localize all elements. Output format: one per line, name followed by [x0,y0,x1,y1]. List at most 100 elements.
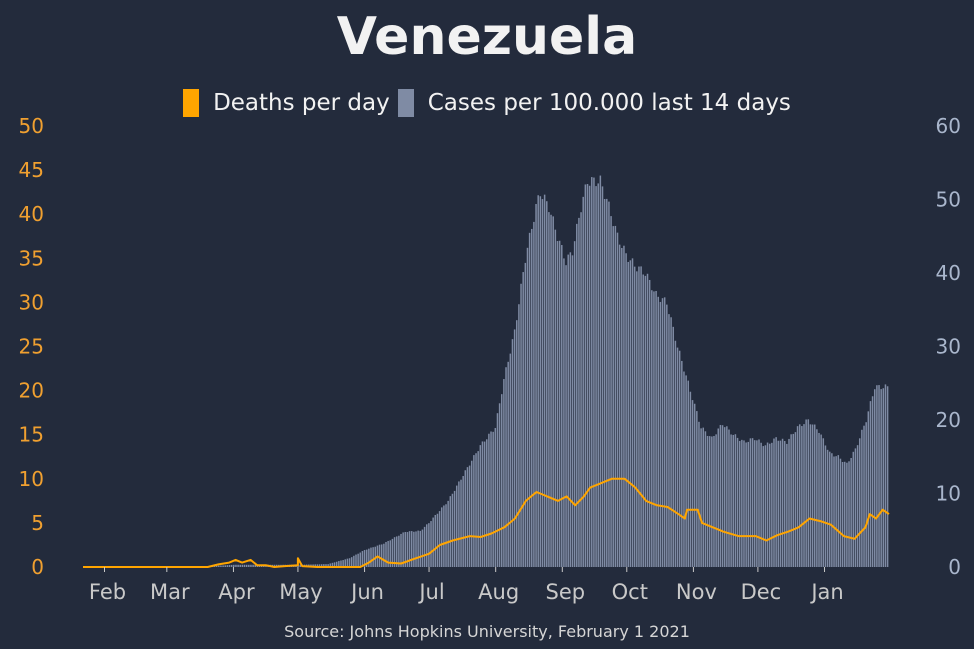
cases-bar [661,298,664,567]
cases-bar [809,424,812,567]
cases-bar [726,426,728,567]
left-axis-ticks: 0 5 10 15 20 25 30 35 40 45 50 [19,114,44,579]
cases-bar [350,557,353,567]
cases-bar [440,507,443,567]
cases-bar [788,438,790,567]
cases-bar [801,426,803,567]
cases-bar [475,453,477,567]
cases-bar [623,245,625,567]
cases-bar [554,229,557,567]
cases-bar [501,394,503,567]
cases-bar [327,564,329,567]
cases-bar [447,500,449,567]
cases-bar [312,564,314,567]
cases-bar [470,460,473,567]
cases-bar [455,485,458,567]
x-tick-label: Nov [676,580,717,604]
cases-bar [704,431,707,567]
cases-bar [513,329,516,567]
cases-bar [526,247,529,567]
cases-bar [743,440,745,567]
cases-bar [492,431,494,567]
cases-bar [603,198,606,568]
cases-bar [734,434,737,567]
cases-bar [685,375,687,567]
cases-bar [775,437,777,567]
cases-bar [773,438,775,567]
cases-bar [627,261,629,567]
cases-bar [567,254,569,567]
cases-bar [871,396,874,567]
cases-bar [537,195,539,568]
cases-bar [813,424,816,567]
cases-bar [365,549,368,567]
chart-title: Venezuela [336,7,638,67]
cases-bar [342,560,344,567]
right-tick-label: 0 [948,555,961,579]
cases-bar [477,451,479,567]
cases-bar [571,255,574,567]
cases-bar [882,388,885,567]
cases-bar [410,531,413,567]
cases-bar [833,456,835,567]
cases-bar [766,442,769,567]
cases-bar [556,241,559,567]
cases-bar [460,479,462,567]
x-tick-label: Mar [150,580,190,604]
cases-bar [558,240,561,567]
cases-bar [434,515,437,567]
cases-bar [591,177,593,567]
cases-bar [569,252,572,567]
cases-bar [869,401,872,567]
cases-bar [335,561,338,567]
cases-bar [717,428,720,567]
cases-bar [466,467,469,567]
cases-bar [550,214,552,567]
cases-bar [248,564,250,567]
cases-bar [856,445,859,567]
cases-bar [233,564,235,567]
legend-item-cases: Cases per 100.000 last 14 days [397,88,791,118]
cases-bar [241,564,244,567]
x-tick-label: Jun [349,580,384,604]
cases-bar [359,552,362,567]
cases-bar [252,564,254,567]
cases-bar [436,513,439,567]
cases-bar [250,564,252,567]
cases-bar [353,555,355,567]
cases-bar [678,350,681,567]
cases-bar [505,367,507,567]
cases-bar [798,424,801,567]
deaths-line-layer [83,477,890,568]
cases-bar [561,245,563,567]
cases-bar [535,203,537,568]
cases-bar [213,565,216,567]
cases-bar [884,384,887,567]
cases-bar [445,504,447,567]
cases-bar [398,535,400,567]
cases-bar [807,419,810,567]
cases-bar [599,175,602,567]
cases-bar [687,380,689,567]
cases-bar [528,232,531,567]
cases-bar [876,385,878,567]
cases-bar [417,530,419,567]
cases-bar [666,304,668,567]
cases-bar [578,217,580,567]
cases-bar [230,564,233,567]
cases-bar [423,526,426,567]
cases-bar [651,290,653,567]
cases-bar [344,559,347,567]
cases-bar [387,540,389,567]
cases-bar [237,564,239,567]
cases-bar [805,419,807,567]
cases-bar [415,531,417,567]
cases-bar [331,562,334,567]
cases-bar [760,442,762,567]
cases-bar [348,558,351,567]
cases-bar [597,183,599,568]
cases-bar [254,564,256,567]
cases-bar [218,565,220,567]
cases-bar [846,462,848,567]
cases-bar [565,265,567,567]
